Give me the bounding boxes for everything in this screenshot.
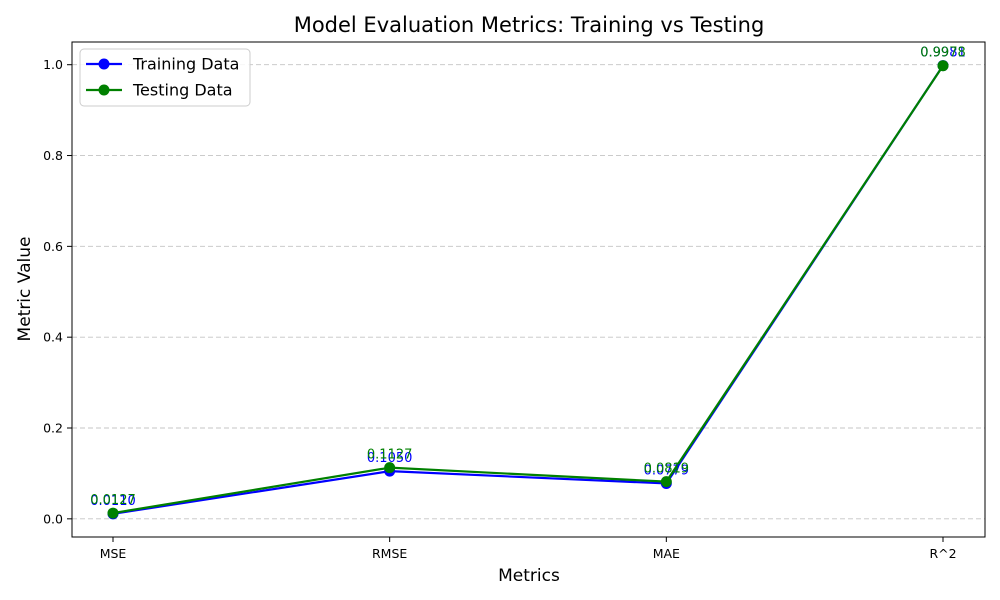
- data-label: 0.0127: [90, 493, 136, 508]
- y-tick-label: 0.4: [43, 330, 63, 345]
- x-tick-label: R^2: [929, 546, 956, 561]
- series-line-1: [112, 65, 944, 515]
- y-tick-label: 0.6: [43, 239, 63, 254]
- y-tick-label: 0.0: [43, 511, 63, 526]
- y-axis-label: Metric Value: [15, 237, 35, 342]
- x-axis-label: Metrics: [498, 566, 560, 586]
- y-tick-label: 1.0: [43, 57, 63, 72]
- series-layer: [107, 60, 949, 520]
- grid: [72, 64, 985, 520]
- data-label: 0.0110: [90, 494, 136, 509]
- data-label: 0.0779: [644, 463, 690, 478]
- y-tick-label: 0.2: [43, 421, 63, 436]
- data-label: 0.1127: [367, 448, 413, 463]
- data-point: [660, 476, 672, 488]
- y-tick-label: 0.8: [43, 148, 63, 163]
- data-label: 0.9981: [920, 46, 966, 61]
- chart-title: Model Evaluation Metrics: Training vs Te…: [294, 13, 765, 37]
- data-label: 0.0819: [644, 462, 690, 477]
- legend-label: Training Data: [132, 55, 239, 74]
- x-tick-label: MSE: [100, 546, 127, 561]
- data-label: 0.9978: [920, 46, 966, 61]
- plot-frame: [71, 41, 986, 538]
- data-point: [937, 60, 949, 72]
- x-tick-label: RMSE: [372, 546, 407, 561]
- x-tick-label: MAE: [653, 546, 680, 561]
- data-point: [107, 507, 119, 519]
- data-labels: 0.0110 0.1050 0.0779 0.9981 0.0127 0.1127 0.08…: [90, 46, 966, 509]
- series-line-0: [112, 64, 944, 515]
- legend-box: [79, 48, 251, 107]
- legend-marker: [98, 58, 110, 70]
- data-label: 0.1050: [367, 451, 413, 466]
- legend-marker: [98, 84, 110, 96]
- legend-label: Testing Data: [132, 81, 233, 100]
- data-point: [384, 462, 396, 474]
- axis-ticks: 0.0 0.2 0.4 0.6 0.8 1.0 MSE RMSE MAE R^2: [43, 57, 956, 561]
- legend: Training Data Testing Data: [79, 48, 251, 107]
